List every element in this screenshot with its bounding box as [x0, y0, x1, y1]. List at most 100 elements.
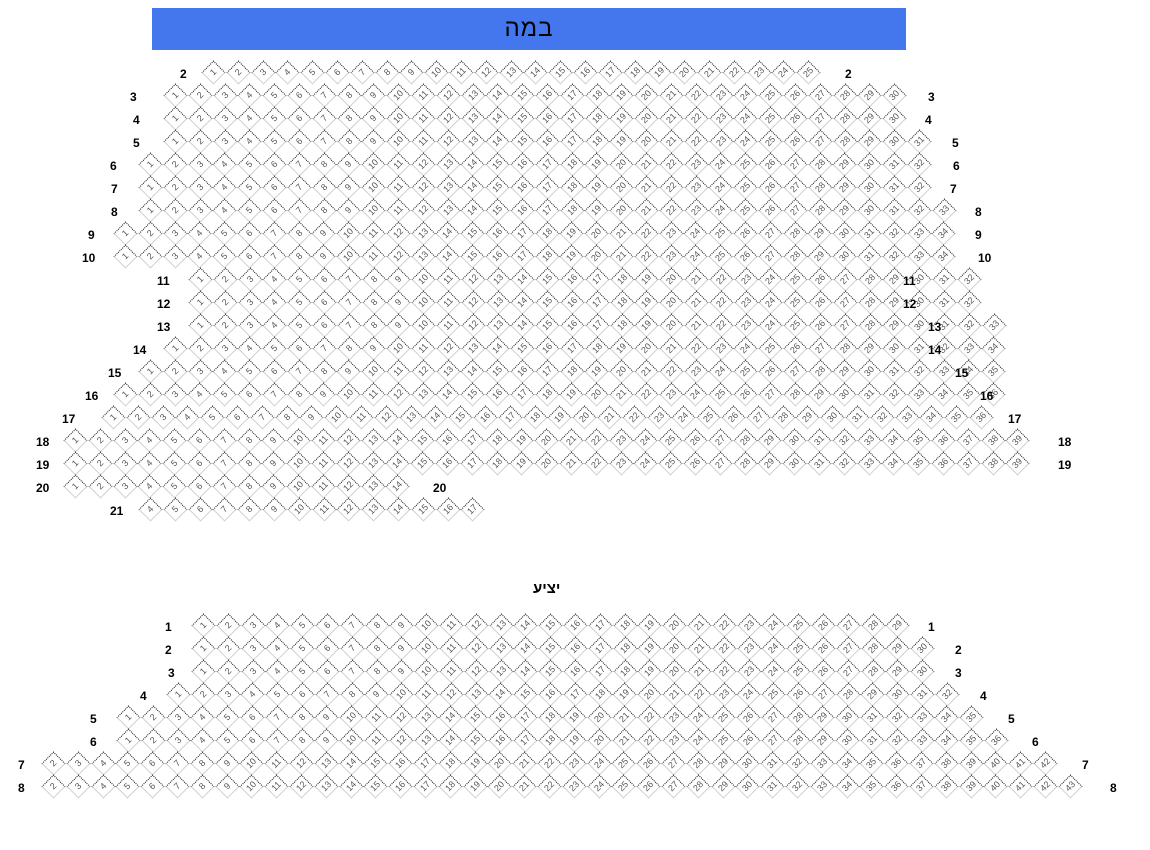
seat[interactable]: 8	[312, 198, 337, 223]
seat[interactable]: 2	[138, 244, 163, 269]
seat[interactable]: 27	[761, 705, 786, 730]
seat[interactable]: 2	[191, 682, 216, 707]
seat[interactable]: 17	[585, 267, 610, 292]
seat[interactable]: 2	[88, 428, 113, 453]
seat[interactable]: 6	[287, 336, 312, 361]
seat[interactable]: 29	[807, 244, 832, 269]
seat[interactable]: 29	[857, 336, 882, 361]
seat[interactable]: 11	[386, 359, 411, 384]
seat[interactable]: 4	[265, 636, 290, 661]
seat[interactable]: 30	[882, 336, 907, 361]
seat[interactable]: 7	[212, 497, 237, 522]
seat[interactable]: 14	[423, 405, 448, 430]
seat[interactable]: 4	[262, 290, 287, 315]
seat[interactable]: 6	[187, 451, 212, 476]
seat[interactable]: 17	[513, 705, 538, 730]
seat[interactable]: 23	[659, 382, 684, 407]
seat[interactable]: 25	[708, 382, 733, 407]
seat[interactable]: 38	[934, 774, 959, 799]
seat[interactable]: 20	[584, 382, 609, 407]
seat[interactable]: 9	[361, 129, 386, 154]
seat[interactable]: 18	[523, 405, 548, 430]
seat[interactable]: 17	[535, 359, 560, 384]
seat[interactable]: 39	[959, 751, 984, 776]
seat[interactable]: 2	[188, 106, 213, 131]
seat[interactable]: 7	[262, 244, 287, 269]
seat[interactable]: 8	[362, 313, 387, 338]
seat[interactable]: 29	[857, 83, 882, 108]
seat[interactable]: 17	[460, 428, 485, 453]
seat[interactable]: 16	[485, 221, 510, 246]
seat[interactable]: 34	[881, 428, 906, 453]
seat[interactable]: 6	[237, 221, 262, 246]
seat[interactable]: 26	[786, 682, 811, 707]
seat[interactable]: 24	[683, 382, 708, 407]
seat[interactable]: 11	[361, 382, 386, 407]
seat[interactable]: 7	[350, 60, 375, 85]
seat[interactable]: 15	[363, 774, 388, 799]
seat[interactable]: 13	[464, 682, 489, 707]
seat[interactable]: 36	[931, 451, 956, 476]
seat[interactable]: 38	[934, 751, 959, 776]
seat[interactable]: 12	[439, 682, 464, 707]
seat[interactable]: 14	[435, 221, 460, 246]
seat[interactable]: 22	[684, 129, 709, 154]
seat[interactable]: 13	[436, 359, 461, 384]
seat[interactable]: 17	[560, 83, 585, 108]
seat[interactable]: 29	[810, 705, 835, 730]
seat[interactable]: 3	[251, 60, 276, 85]
seat[interactable]: 13	[461, 83, 486, 108]
seat[interactable]: 20	[662, 636, 687, 661]
seat[interactable]: 42	[1033, 774, 1058, 799]
seat[interactable]: 21	[559, 428, 584, 453]
seat[interactable]: 19	[634, 290, 659, 315]
seat[interactable]: 26	[733, 244, 758, 269]
seat[interactable]: 15	[460, 221, 485, 246]
seat[interactable]: 4	[137, 428, 162, 453]
seat[interactable]: 23	[734, 313, 759, 338]
seat[interactable]: 10	[286, 428, 311, 453]
seat[interactable]: 2	[216, 636, 241, 661]
seat[interactable]: 31	[932, 267, 957, 292]
seat[interactable]: 7	[312, 336, 337, 361]
seat[interactable]: 6	[240, 705, 265, 730]
seat[interactable]: 10	[339, 705, 364, 730]
seat[interactable]: 15	[485, 198, 510, 223]
seat[interactable]: 4	[91, 751, 116, 776]
seat[interactable]: 29	[832, 152, 857, 177]
seat[interactable]: 26	[758, 175, 783, 200]
seat[interactable]: 14	[460, 359, 485, 384]
seat[interactable]: 6	[287, 129, 312, 154]
seat[interactable]: 14	[460, 152, 485, 177]
seat[interactable]: 11	[311, 451, 336, 476]
seat[interactable]: 14	[510, 290, 535, 315]
seat[interactable]: 4	[190, 728, 215, 753]
seat[interactable]: 25	[761, 682, 786, 707]
seat[interactable]: 12	[386, 382, 411, 407]
seat[interactable]: 16	[435, 428, 460, 453]
seat[interactable]: 24	[733, 129, 758, 154]
seat[interactable]: 9	[386, 267, 411, 292]
seat[interactable]: 10	[361, 175, 386, 200]
seat[interactable]: 20	[634, 106, 659, 131]
seat[interactable]: 14	[485, 83, 510, 108]
seat[interactable]: 17	[588, 636, 613, 661]
seat[interactable]: 15	[411, 497, 436, 522]
seat[interactable]: 27	[836, 613, 861, 638]
seat[interactable]: 12	[461, 290, 486, 315]
seat[interactable]: 17	[585, 313, 610, 338]
seat[interactable]: 10	[286, 474, 311, 499]
seat[interactable]: 14	[339, 751, 364, 776]
seat[interactable]: 29	[885, 613, 910, 638]
seat[interactable]: 17	[598, 60, 623, 85]
seat[interactable]: 3	[238, 290, 263, 315]
seat[interactable]: 27	[746, 405, 771, 430]
seat[interactable]: 14	[438, 728, 463, 753]
seat[interactable]: 15	[513, 682, 538, 707]
seat[interactable]: 3	[213, 336, 238, 361]
seat[interactable]: 17	[588, 659, 613, 684]
seat[interactable]: 7	[287, 359, 312, 384]
seat[interactable]: 26	[758, 152, 783, 177]
seat[interactable]: 13	[361, 474, 386, 499]
seat[interactable]: 22	[659, 175, 684, 200]
